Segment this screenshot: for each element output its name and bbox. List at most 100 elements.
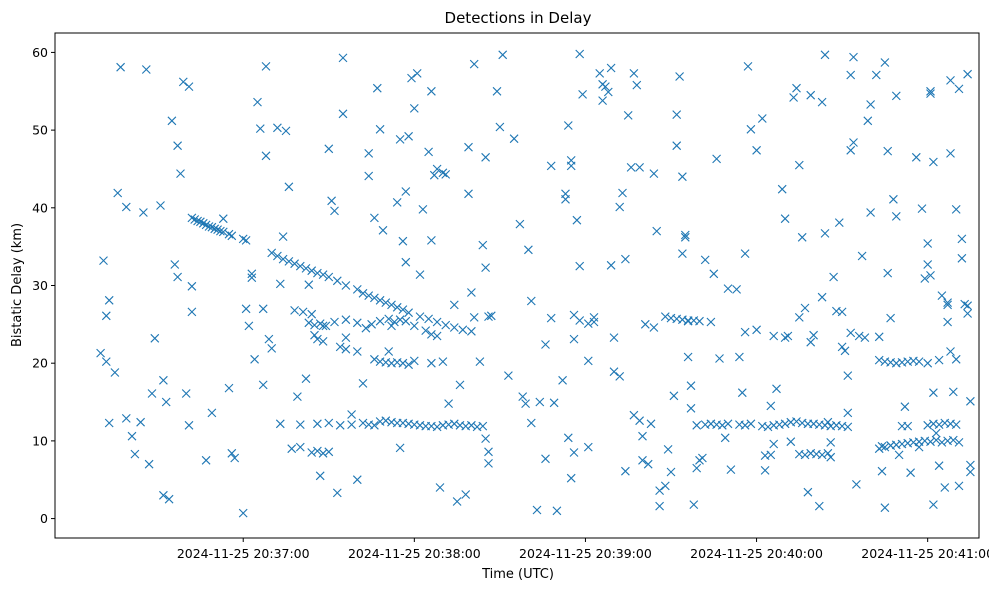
data-point bbox=[946, 347, 955, 356]
data-point bbox=[675, 72, 684, 81]
data-point bbox=[167, 116, 177, 126]
data-point bbox=[170, 260, 180, 269]
data-point bbox=[467, 420, 476, 430]
data-point bbox=[886, 441, 895, 450]
data-point bbox=[387, 300, 396, 310]
y-tick-label: 0 bbox=[40, 511, 48, 526]
data-point bbox=[780, 333, 790, 342]
data-point bbox=[615, 372, 625, 381]
data-point bbox=[475, 357, 485, 366]
data-point bbox=[623, 111, 633, 120]
data-point bbox=[409, 356, 419, 366]
data-point bbox=[854, 331, 864, 341]
data-point bbox=[615, 202, 625, 212]
data-point bbox=[566, 473, 576, 483]
data-point bbox=[877, 441, 887, 451]
data-point bbox=[207, 408, 217, 418]
data-point bbox=[449, 323, 459, 332]
data-point bbox=[204, 222, 214, 231]
data-point bbox=[258, 304, 268, 314]
data-point bbox=[786, 437, 796, 447]
data-point bbox=[606, 260, 616, 270]
data-point bbox=[926, 271, 935, 280]
data-point bbox=[937, 291, 947, 300]
data-point bbox=[960, 299, 970, 309]
data-point bbox=[689, 500, 699, 509]
data-point bbox=[370, 213, 379, 223]
data-point bbox=[963, 69, 972, 79]
data-point bbox=[375, 316, 385, 326]
data-point bbox=[929, 500, 938, 509]
data-point bbox=[318, 270, 328, 279]
data-point bbox=[110, 368, 120, 377]
data-point bbox=[273, 123, 282, 133]
data-point bbox=[467, 288, 476, 297]
data-point bbox=[358, 288, 368, 298]
data-point bbox=[293, 392, 302, 401]
data-point bbox=[415, 270, 425, 279]
data-point bbox=[603, 87, 613, 97]
data-point bbox=[652, 226, 662, 236]
data-point bbox=[407, 73, 416, 83]
data-point bbox=[304, 318, 314, 328]
data-point bbox=[278, 232, 288, 241]
data-point bbox=[310, 330, 319, 340]
points-layer bbox=[96, 49, 975, 518]
data-point bbox=[455, 380, 465, 390]
data-point bbox=[760, 466, 770, 475]
data-point bbox=[846, 145, 856, 155]
data-point bbox=[438, 168, 448, 178]
data-point bbox=[951, 354, 961, 364]
data-point bbox=[227, 448, 237, 458]
data-point bbox=[891, 212, 901, 221]
data-point bbox=[216, 226, 225, 236]
data-point bbox=[629, 69, 639, 78]
data-point bbox=[609, 333, 619, 342]
data-point bbox=[301, 264, 311, 273]
data-point bbox=[772, 384, 781, 394]
data-point bbox=[178, 77, 188, 87]
data-point bbox=[327, 196, 336, 206]
data-point bbox=[201, 455, 211, 465]
data-point bbox=[218, 214, 228, 224]
data-point bbox=[392, 302, 402, 312]
data-point bbox=[290, 259, 299, 269]
data-point bbox=[409, 104, 419, 113]
data-point bbox=[101, 357, 111, 366]
data-point bbox=[566, 156, 576, 165]
data-point bbox=[706, 317, 716, 327]
data-point bbox=[515, 219, 525, 229]
data-point bbox=[789, 93, 798, 102]
data-point bbox=[931, 435, 941, 445]
data-point bbox=[247, 269, 257, 279]
data-point bbox=[104, 295, 114, 305]
data-point bbox=[427, 358, 436, 368]
data-point bbox=[857, 251, 867, 261]
data-point bbox=[769, 439, 779, 449]
data-point bbox=[116, 62, 125, 72]
data-point bbox=[926, 86, 935, 96]
data-point bbox=[352, 475, 362, 485]
data-point bbox=[130, 449, 140, 459]
data-point bbox=[384, 347, 394, 356]
data-point bbox=[409, 321, 419, 331]
data-point bbox=[313, 446, 322, 456]
data-point bbox=[241, 304, 251, 314]
data-point bbox=[341, 315, 351, 325]
data-point bbox=[121, 202, 131, 212]
data-point bbox=[883, 146, 893, 156]
data-point bbox=[187, 281, 197, 291]
data-point bbox=[849, 52, 858, 62]
data-point bbox=[692, 463, 702, 473]
data-point bbox=[635, 416, 644, 426]
data-point bbox=[398, 305, 408, 314]
data-point bbox=[963, 309, 972, 318]
data-point bbox=[546, 161, 556, 171]
data-point bbox=[843, 371, 853, 380]
data-point bbox=[943, 317, 952, 327]
data-point bbox=[384, 314, 394, 324]
data-point bbox=[458, 325, 468, 335]
data-point bbox=[889, 194, 898, 204]
data-point bbox=[361, 323, 371, 333]
data-point bbox=[492, 86, 502, 96]
